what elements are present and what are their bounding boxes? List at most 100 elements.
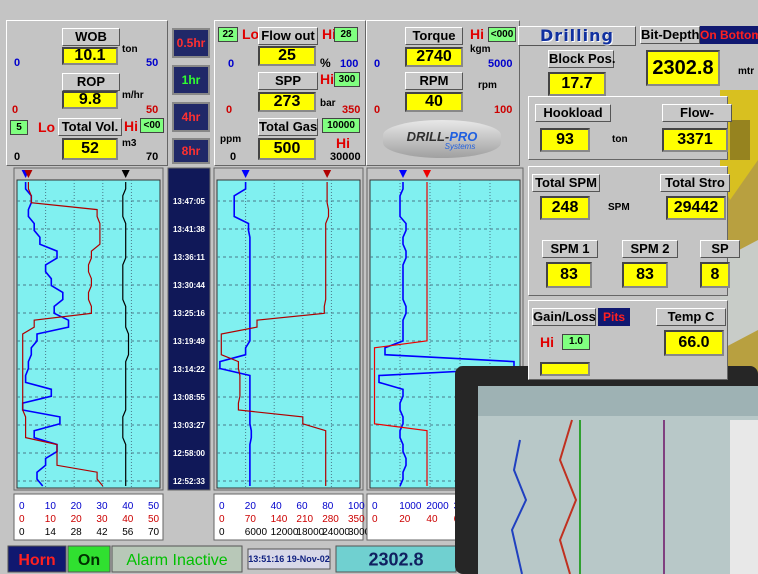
scale-label: 100 bbox=[348, 501, 365, 512]
scale-label: 40 bbox=[122, 501, 134, 512]
time-label: 13:19:49 bbox=[173, 337, 206, 346]
photo-screen-header bbox=[478, 386, 758, 416]
scale-label: 350 bbox=[348, 514, 365, 525]
horn-state: On bbox=[78, 552, 100, 569]
gauge-value: 40 bbox=[405, 92, 463, 112]
plot-area bbox=[217, 180, 360, 488]
gauge-label: Gain/Loss bbox=[532, 308, 596, 326]
time-range-button[interactable]: 0.5hr bbox=[172, 28, 210, 58]
gauge-value: 3371 bbox=[662, 128, 728, 152]
scale-label: 70 bbox=[148, 527, 160, 538]
unit: ton bbox=[122, 44, 138, 55]
scale-label: 0 bbox=[19, 514, 25, 525]
scale-label: 20 bbox=[71, 514, 83, 525]
unit: kgm bbox=[470, 44, 491, 55]
time-label: 13:14:22 bbox=[173, 365, 206, 374]
photo-detail bbox=[730, 120, 750, 160]
time-range-button[interactable]: 8hr bbox=[172, 138, 210, 164]
scale-label: 280 bbox=[322, 514, 339, 525]
gauge-value: 2740 bbox=[405, 47, 463, 67]
time-range-button[interactable]: 1hr bbox=[172, 65, 210, 95]
gauge-label: SPM 1 bbox=[542, 240, 598, 258]
scale-label: 24000 bbox=[322, 527, 350, 538]
status-flag: On Bottom bbox=[700, 26, 758, 44]
unit: % bbox=[320, 56, 331, 70]
gauge-value: 29442 bbox=[666, 196, 726, 220]
unit: rpm bbox=[478, 80, 497, 91]
gauge-label: SPP bbox=[258, 72, 318, 90]
time-label: 12:52:33 bbox=[173, 477, 206, 486]
scale-label: 0 bbox=[219, 514, 225, 525]
gauge-value: 500 bbox=[258, 138, 316, 160]
gauge-value: 83 bbox=[622, 262, 668, 288]
range-max: 350 bbox=[342, 104, 360, 116]
scale-label: 60 bbox=[296, 501, 308, 512]
time-label: 12:58:00 bbox=[173, 449, 206, 458]
scale-label: 0 bbox=[19, 501, 25, 512]
gauge-label: Bit-Depth bbox=[640, 26, 700, 44]
horn-button[interactable]: Horn bbox=[18, 552, 55, 569]
gauge-label: RPM bbox=[405, 72, 463, 90]
scale-label: 0 bbox=[219, 527, 225, 538]
scale-label: 42 bbox=[96, 527, 108, 538]
gauge-value: 17.7 bbox=[548, 72, 606, 96]
gauge-label: Torque bbox=[405, 27, 463, 45]
gauge-label: ROP bbox=[62, 73, 120, 91]
gauge-label: Total Gas bbox=[258, 118, 318, 136]
time-label: 13:36:11 bbox=[173, 253, 205, 262]
scale-label: 18000 bbox=[296, 527, 324, 538]
range-max: 70 bbox=[146, 151, 158, 163]
gauge-value: 8 bbox=[700, 262, 730, 288]
scale-label: 10 bbox=[45, 514, 57, 525]
scale-label: 20 bbox=[71, 501, 83, 512]
unit: ton bbox=[612, 134, 628, 145]
scale-label: 30 bbox=[96, 501, 108, 512]
clock: 13:51:16 19-Nov-02 bbox=[248, 554, 330, 564]
alarm-state: Alarm Inactive bbox=[126, 552, 227, 569]
photo-panel bbox=[730, 420, 758, 574]
lo-limit: 22 bbox=[218, 27, 238, 42]
unit: mtr bbox=[738, 66, 754, 77]
scale-label: 140 bbox=[271, 514, 288, 525]
range-min: 0 bbox=[12, 104, 18, 116]
scale-label: 70 bbox=[245, 514, 257, 525]
time-label: 13:41:38 bbox=[173, 225, 206, 234]
gauge-value: 248 bbox=[540, 196, 590, 220]
gauge-label: Temp C bbox=[656, 308, 726, 326]
scale-label: 50 bbox=[148, 514, 160, 525]
time-range-button[interactable]: 4hr bbox=[172, 102, 210, 132]
gauge-label: Hookload bbox=[535, 104, 611, 122]
scale-box bbox=[14, 494, 163, 540]
logo-tag: Systems bbox=[401, 142, 519, 151]
scale-label: 80 bbox=[322, 501, 334, 512]
status-flag: Pits bbox=[598, 308, 630, 326]
range-max: 100 bbox=[340, 58, 358, 70]
scale-label: 20 bbox=[399, 514, 411, 525]
time-label: 13:03:27 bbox=[173, 421, 206, 430]
gauge-value: 66.0 bbox=[664, 330, 724, 356]
scale-label: 40 bbox=[122, 514, 134, 525]
depth-readout: 2302.8 bbox=[368, 549, 423, 569]
scale-label: 12000 bbox=[271, 527, 299, 538]
gauge-label: Total Vol. bbox=[58, 118, 122, 136]
scale-label: 14 bbox=[45, 527, 57, 538]
unit: m3 bbox=[122, 138, 136, 149]
range-max: 30000 bbox=[330, 151, 361, 163]
scale-label: 30 bbox=[96, 514, 108, 525]
hi-limit: <00 bbox=[140, 118, 164, 133]
gauge-value: 83 bbox=[546, 262, 592, 288]
time-label: 13:47:05 bbox=[173, 197, 206, 206]
mode-banner: Drilling bbox=[518, 26, 636, 46]
gauge-label: Flow- bbox=[662, 104, 732, 122]
scale-label: 210 bbox=[296, 514, 313, 525]
scale-label: 40 bbox=[426, 514, 438, 525]
range-min: 0 bbox=[228, 58, 234, 70]
scale-label: 50 bbox=[148, 501, 160, 512]
gauge-value: Hi bbox=[540, 362, 590, 376]
unit: bar bbox=[320, 98, 336, 109]
gauge-value: 9.8 bbox=[62, 91, 118, 109]
range-max: 50 bbox=[146, 57, 158, 69]
lo-flag: Lo bbox=[242, 26, 259, 42]
scale-label: 28 bbox=[71, 527, 83, 538]
gauge-value: 2302.8 bbox=[646, 50, 720, 86]
